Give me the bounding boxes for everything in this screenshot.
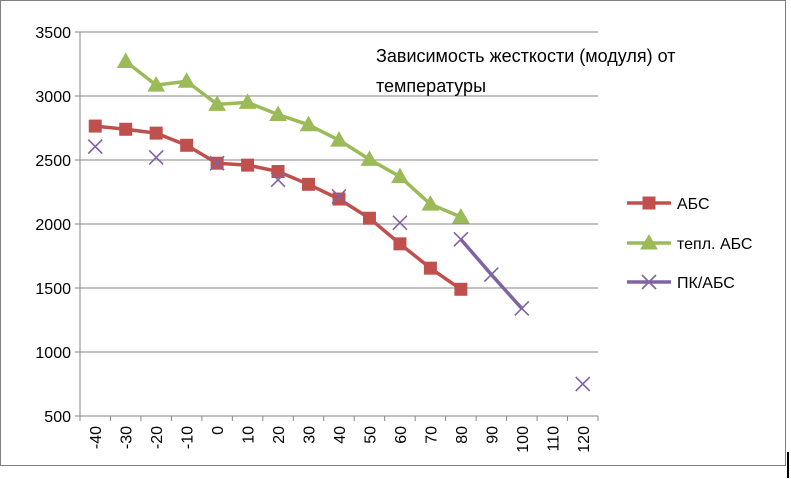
- series-2-point-20: [270, 172, 286, 188]
- x-tick-label-90: 90: [484, 426, 501, 444]
- legend-entry-2: ПК/АБС: [627, 274, 735, 292]
- x-tick-label--30: -30: [119, 426, 136, 449]
- series-2: [87, 138, 591, 392]
- series-2-point-90: [483, 266, 499, 283]
- chart-title: Зависимость жесткости (модуля) от темпер…: [376, 46, 675, 96]
- legend: АБС тепл. АБС ПК/АБС: [627, 196, 752, 292]
- series-2-point-40: [331, 188, 347, 205]
- grid-layer: [80, 31, 598, 417]
- axis-layer: 500 1000 1500 2000 2500 3000 3500 -40 -30 -20 -10 0…: [35, 25, 599, 453]
- x-tick-label-60: 60: [393, 426, 410, 444]
- x-tick-label-0: 0: [210, 426, 227, 435]
- series-0: [88, 119, 468, 296]
- series-2-point-0: [209, 155, 225, 171]
- series-2-point-100: [514, 300, 530, 317]
- series-1-point-40: [330, 131, 348, 147]
- series-0-point-50: [362, 211, 376, 225]
- series-1-point--30: [116, 52, 135, 68]
- series-1-point-30: [299, 115, 318, 132]
- series-1: [116, 52, 470, 224]
- x-tick-label-120: 120: [576, 426, 593, 453]
- x-tick-label-70: 70: [423, 426, 440, 444]
- series-1-point-20: [269, 105, 287, 122]
- series-2-point-80: [453, 231, 469, 247]
- x-tick-label-100: 100: [515, 426, 532, 453]
- x-tick-label-110: 110: [545, 426, 562, 452]
- y-tick-label-1500: 1500: [35, 281, 71, 298]
- legend-entry-1: тепл. АБС: [627, 233, 752, 253]
- series-2-point--20: [148, 149, 164, 166]
- legend-label-0: АБС: [677, 196, 710, 213]
- x-tick-label-40: 40: [332, 426, 349, 444]
- series-2-point--40: [87, 138, 103, 155]
- legend-marker-1: [640, 233, 658, 250]
- series-0-point--20: [149, 126, 163, 140]
- series-0-point--30: [119, 122, 133, 136]
- series-layer: [87, 52, 591, 392]
- series-0-point-30: [302, 177, 316, 191]
- series-1-point-0: [208, 95, 226, 111]
- series-1-point-60: [391, 167, 409, 184]
- legend-entry-0: АБС: [627, 196, 710, 213]
- legend-marker-0: [642, 196, 656, 210]
- series-0-point-60: [393, 237, 407, 251]
- series-1-point-70: [421, 195, 440, 211]
- x-tick-label-10: 10: [241, 426, 258, 444]
- chart-title-line-1: Зависимость жесткости (модуля) от: [376, 46, 675, 66]
- series-1-point-80: [452, 207, 470, 224]
- x-tick-label--40: -40: [88, 426, 105, 449]
- x-tick-label--20: -20: [149, 426, 166, 449]
- series-0-point--10: [180, 138, 194, 152]
- series-0-point-20: [271, 165, 285, 179]
- series-0-point--40: [88, 119, 102, 133]
- y-tick-label-3000: 3000: [35, 89, 71, 106]
- series-1-point--20: [147, 76, 166, 92]
- x-tick-label-50: 50: [362, 426, 379, 444]
- x-tick-label-30: 30: [302, 426, 319, 444]
- legend-marker-2: [641, 274, 657, 290]
- x-tick-label-20: 20: [271, 426, 288, 444]
- series-1-point-50: [360, 150, 379, 166]
- series-1-point-10: [238, 93, 257, 109]
- x-tick-label-80: 80: [454, 426, 471, 444]
- series-2-point-120: [575, 376, 591, 392]
- series-1-point--10: [177, 72, 196, 88]
- series-0-point-10: [241, 158, 255, 172]
- text-cursor: [787, 452, 789, 478]
- legend-label-1: тепл. АБС: [677, 236, 752, 253]
- y-tick-label-2500: 2500: [35, 153, 71, 170]
- y-tick-label-1000: 1000: [35, 345, 71, 362]
- x-tick-label--10: -10: [180, 426, 197, 449]
- y-tick-label-2000: 2000: [35, 217, 71, 234]
- y-tick-label-3500: 3500: [35, 25, 71, 42]
- series-0-point-80: [454, 282, 468, 296]
- chart-svg: 500 1000 1500 2000 2500 3000 3500 -40 -30 -20 -10 0…: [35, 25, 752, 453]
- chart-title-line-2: температуры: [376, 76, 486, 96]
- legend-label-2: ПК/АБС: [677, 275, 735, 292]
- series-0-point-70: [423, 261, 437, 275]
- series-2-point-60: [392, 215, 408, 231]
- chart-frame: 500 1000 1500 2000 2500 3000 3500 -40 -30 -20 -10 0…: [0, 0, 786, 466]
- y-tick-label-500: 500: [44, 409, 71, 426]
- series-0-point-40: [332, 192, 346, 206]
